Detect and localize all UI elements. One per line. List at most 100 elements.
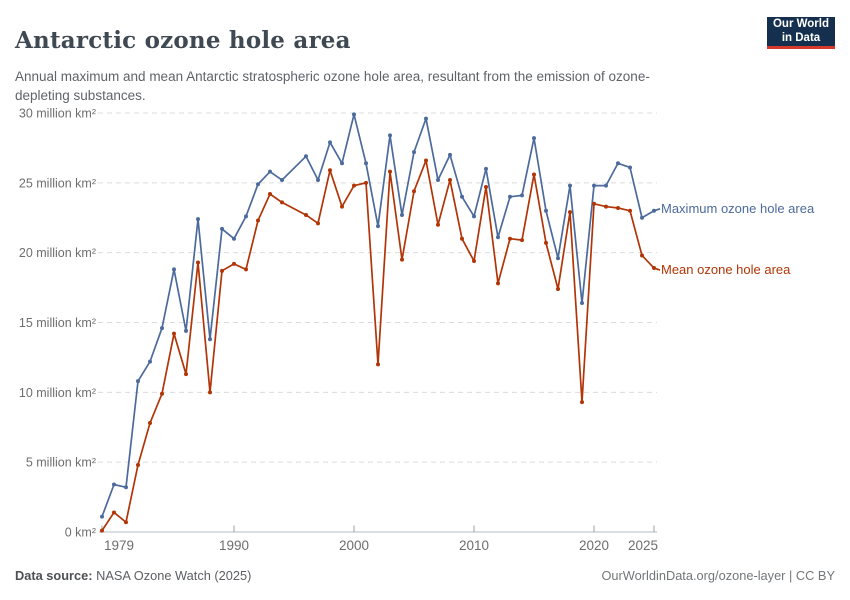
mean-data-point (208, 390, 212, 395)
max-data-point (484, 166, 488, 171)
max-data-point (136, 379, 140, 384)
mean-data-point (244, 267, 248, 272)
max-data-point (388, 133, 392, 138)
mean-data-point (580, 400, 584, 405)
max-data-point (604, 183, 608, 188)
mean-data-point (172, 331, 176, 336)
max-data-point (328, 140, 332, 145)
chart-footer: Data source: NASA Ozone Watch (2025) Our… (15, 568, 835, 583)
mean-data-point (100, 528, 104, 533)
max-data-point (112, 482, 116, 487)
mean-data-point (520, 238, 524, 243)
mean-data-point (508, 236, 512, 241)
max-data-point (376, 224, 380, 229)
max-data-point (424, 116, 428, 121)
mean-data-point (400, 257, 404, 262)
mean-data-point (328, 168, 332, 173)
max-data-point (280, 178, 284, 183)
mean-data-point (136, 462, 140, 467)
mean-data-point (592, 201, 596, 206)
mean-data-point (472, 259, 476, 264)
max-data-point (628, 165, 632, 170)
mean-data-point (268, 192, 272, 197)
credit-link[interactable]: OurWorldinData.org/ozone-layer | CC BY (601, 568, 835, 583)
max-data-point (580, 300, 584, 305)
y-axis-label: 0 km² (65, 526, 96, 540)
max-data-point (508, 194, 512, 199)
mean-data-point (640, 253, 644, 258)
owid-logo-line2: in Data (781, 31, 821, 44)
max-data-point (196, 217, 200, 222)
mean-data-point (256, 218, 260, 223)
owid-logo-line1: Our World (772, 17, 829, 30)
x-axis-label: 2000 (339, 538, 369, 553)
mean-line (101, 159, 661, 532)
mean-data-point (436, 222, 440, 227)
chart-title: Antarctic ozone hole area (15, 27, 351, 55)
max-data-point (148, 359, 152, 364)
max-data-point (592, 183, 596, 188)
mean-data-point (568, 210, 572, 215)
y-axis-label: 15 million km² (19, 316, 96, 330)
owid-logo[interactable]: Our World in Data (767, 17, 835, 49)
max-data-point (208, 337, 212, 342)
x-axis-label: 2020 (579, 538, 609, 553)
max-data-point (556, 256, 560, 261)
mean-data-point (304, 212, 308, 217)
legend-label-mean[interactable]: Mean ozone hole area (661, 262, 791, 277)
max-data-point (352, 112, 356, 117)
max-data-point (160, 326, 164, 331)
y-axis-label: 20 million km² (19, 246, 96, 260)
mean-data-point (376, 362, 380, 367)
mean-data-point (364, 180, 368, 185)
max-data-point (460, 194, 464, 199)
legend-label-max[interactable]: Maximum ozone hole area (661, 201, 815, 216)
max-data-point (244, 214, 248, 219)
mean-data-point (544, 240, 548, 245)
max-data-point (232, 236, 236, 241)
max-data-point (436, 178, 440, 183)
max-data-point (544, 208, 548, 213)
max-data-point (364, 161, 368, 166)
x-axis-label: 1990 (219, 538, 249, 553)
mean-data-point (112, 510, 116, 515)
max-data-point (652, 208, 656, 213)
max-data-point (172, 267, 176, 272)
mean-data-point (352, 183, 356, 188)
y-axis-label: 10 million km² (19, 386, 96, 400)
mean-data-point (148, 421, 152, 426)
max-data-point (100, 514, 104, 519)
mean-data-point (496, 281, 500, 286)
mean-data-point (412, 189, 416, 194)
max-data-point (340, 161, 344, 166)
mean-data-point (556, 286, 560, 291)
max-data-point (124, 485, 128, 490)
mean-data-point (628, 208, 632, 213)
mean-data-point (340, 204, 344, 209)
mean-data-point (232, 261, 236, 266)
mean-data-point (616, 205, 620, 210)
data-source-label: Data source: (15, 568, 93, 583)
max-data-point (256, 182, 260, 187)
mean-data-point (124, 520, 128, 525)
y-axis-label: 30 million km² (19, 107, 96, 121)
max-data-point (640, 215, 644, 220)
max-data-point (520, 193, 524, 198)
max-data-point (616, 161, 620, 166)
max-data-point (568, 183, 572, 188)
max-data-point (220, 226, 224, 231)
x-axis-label: 2010 (459, 538, 489, 553)
mean-data-point (220, 268, 224, 273)
y-axis-label: 5 million km² (26, 456, 96, 470)
mean-data-point (184, 372, 188, 377)
chart-subtitle: Annual maximum and mean Antarctic strato… (15, 68, 650, 103)
mean-data-point (280, 200, 284, 205)
mean-data-point (448, 178, 452, 183)
max-data-point (448, 152, 452, 157)
mean-data-point (160, 391, 164, 396)
max-data-point (316, 178, 320, 183)
y-axis-label: 25 million km² (19, 176, 96, 190)
max-data-point (184, 328, 188, 333)
